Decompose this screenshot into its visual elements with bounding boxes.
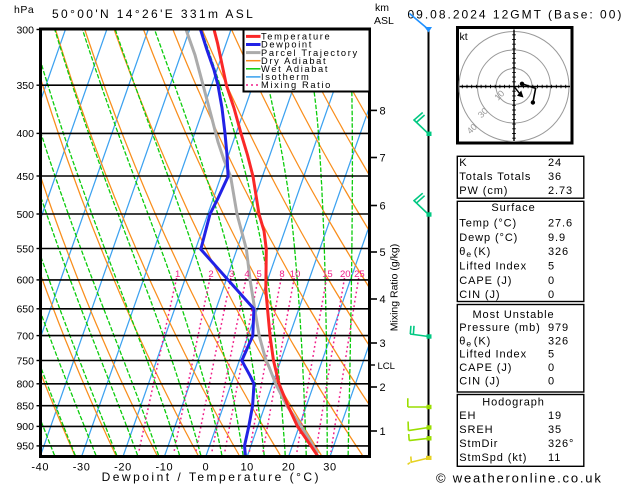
- svg-text:θe (K): θe (K): [459, 246, 491, 259]
- svg-text:2.73: 2.73: [548, 185, 573, 197]
- svg-text:4: 4: [380, 294, 386, 306]
- svg-text:24: 24: [548, 157, 562, 169]
- svg-text:-10: -10: [156, 462, 174, 474]
- svg-text:-30: -30: [73, 462, 91, 474]
- svg-text:SREH: SREH: [459, 424, 493, 436]
- svg-text:10: 10: [290, 269, 301, 280]
- svg-text:Dewp (°C): Dewp (°C): [459, 232, 518, 244]
- svg-text:27.6: 27.6: [548, 218, 573, 230]
- svg-text:Surface: Surface: [491, 202, 535, 214]
- svg-text:7: 7: [380, 153, 386, 165]
- svg-text:Pressure (mb): Pressure (mb): [459, 322, 540, 334]
- svg-text:850: 850: [16, 401, 34, 413]
- svg-text:35: 35: [548, 424, 562, 436]
- svg-text:0: 0: [202, 462, 209, 474]
- svg-text:© weatheronline.co.uk: © weatheronline.co.uk: [436, 471, 603, 486]
- svg-text:5: 5: [380, 247, 386, 259]
- svg-text:CIN (J): CIN (J): [459, 289, 500, 301]
- svg-text:ASL: ASL: [374, 15, 394, 27]
- svg-text:900: 900: [16, 421, 34, 433]
- svg-text:0: 0: [548, 376, 555, 388]
- svg-text:-40: -40: [31, 462, 49, 474]
- svg-text:8: 8: [380, 105, 386, 117]
- svg-text:326: 326: [548, 335, 569, 347]
- svg-text:Lifted Index: Lifted Index: [459, 261, 527, 273]
- svg-text:LCL: LCL: [378, 361, 395, 372]
- svg-text:20: 20: [340, 269, 351, 280]
- svg-text:θe (K): θe (K): [459, 335, 491, 348]
- svg-text:800: 800: [16, 379, 34, 391]
- svg-text:Dewpoint / Temperature (°C): Dewpoint / Temperature (°C): [102, 470, 321, 484]
- svg-text:1: 1: [380, 426, 386, 438]
- svg-text:Parcel Trajectory: Parcel Trajectory: [261, 48, 359, 58]
- svg-text:Most Unstable: Most Unstable: [472, 309, 554, 321]
- svg-text:0: 0: [548, 275, 555, 287]
- svg-text:CAPE (J): CAPE (J): [459, 275, 512, 287]
- svg-text:700: 700: [16, 330, 34, 342]
- svg-text:09.08.2024 12GMT (Base: 00): 09.08.2024 12GMT (Base: 00): [408, 8, 624, 22]
- svg-text:979: 979: [548, 322, 569, 334]
- svg-text:CIN (J): CIN (J): [459, 376, 500, 388]
- svg-text:StmSpd (kt): StmSpd (kt): [459, 452, 527, 464]
- svg-text:kt: kt: [460, 31, 468, 43]
- svg-text:5: 5: [548, 349, 555, 361]
- svg-text:36: 36: [548, 171, 562, 183]
- svg-text:Dewpoint: Dewpoint: [261, 40, 313, 50]
- svg-text:Totals Totals: Totals Totals: [459, 171, 531, 183]
- svg-text:750: 750: [16, 355, 34, 367]
- svg-text:EH: EH: [459, 410, 476, 422]
- svg-text:2: 2: [208, 269, 213, 280]
- svg-text:450: 450: [16, 171, 34, 183]
- svg-text:326°: 326°: [548, 438, 574, 450]
- svg-text:Wet Adiabat: Wet Adiabat: [261, 64, 329, 74]
- svg-text:4: 4: [244, 269, 249, 280]
- svg-text:25: 25: [354, 269, 365, 280]
- svg-text:650: 650: [16, 304, 34, 316]
- svg-text:3: 3: [380, 338, 386, 350]
- svg-text:8: 8: [279, 269, 284, 280]
- svg-text:Temperature: Temperature: [261, 32, 331, 42]
- svg-text:326: 326: [548, 246, 569, 258]
- svg-text:0: 0: [548, 362, 555, 374]
- svg-text:Lifted Index: Lifted Index: [459, 349, 527, 361]
- svg-text:550: 550: [16, 243, 34, 255]
- svg-text:300: 300: [16, 24, 34, 36]
- svg-text:hPa: hPa: [14, 4, 34, 16]
- svg-text:10: 10: [240, 462, 253, 474]
- svg-text:600: 600: [16, 275, 34, 287]
- svg-text:0: 0: [548, 289, 555, 301]
- svg-text:400: 400: [16, 128, 34, 140]
- svg-text:50°00'N 14°26'E 331m ASL: 50°00'N 14°26'E 331m ASL: [52, 7, 255, 21]
- svg-text:350: 350: [16, 80, 34, 92]
- svg-text:3: 3: [229, 269, 234, 280]
- svg-text:Temp (°C): Temp (°C): [459, 218, 517, 230]
- svg-text:Dry Adiabat: Dry Adiabat: [261, 56, 327, 66]
- svg-text:2: 2: [380, 382, 386, 394]
- svg-text:Mixing Ratio: Mixing Ratio: [261, 80, 332, 90]
- svg-text:StmDir: StmDir: [459, 438, 498, 450]
- svg-text:K: K: [459, 157, 467, 169]
- svg-text:15: 15: [322, 269, 333, 280]
- svg-text:500: 500: [16, 209, 34, 221]
- svg-text:PW (cm): PW (cm): [459, 185, 508, 197]
- svg-text:11: 11: [548, 452, 561, 464]
- svg-text:Mixing Ratio (g/kg): Mixing Ratio (g/kg): [389, 244, 401, 332]
- svg-text:9.9: 9.9: [548, 232, 566, 244]
- svg-text:950: 950: [16, 441, 34, 453]
- svg-text:-20: -20: [114, 462, 132, 474]
- svg-text:5: 5: [256, 269, 261, 280]
- svg-text:19: 19: [548, 410, 562, 422]
- svg-text:5: 5: [548, 261, 555, 273]
- svg-text:Hodograph: Hodograph: [482, 396, 545, 408]
- svg-text:6: 6: [380, 201, 386, 213]
- svg-text:1: 1: [175, 269, 180, 280]
- svg-text:CAPE (J): CAPE (J): [459, 362, 512, 374]
- svg-text:30: 30: [323, 462, 336, 474]
- svg-text:km: km: [375, 2, 389, 14]
- svg-text:Isotherm: Isotherm: [261, 72, 310, 82]
- svg-text:20: 20: [282, 462, 295, 474]
